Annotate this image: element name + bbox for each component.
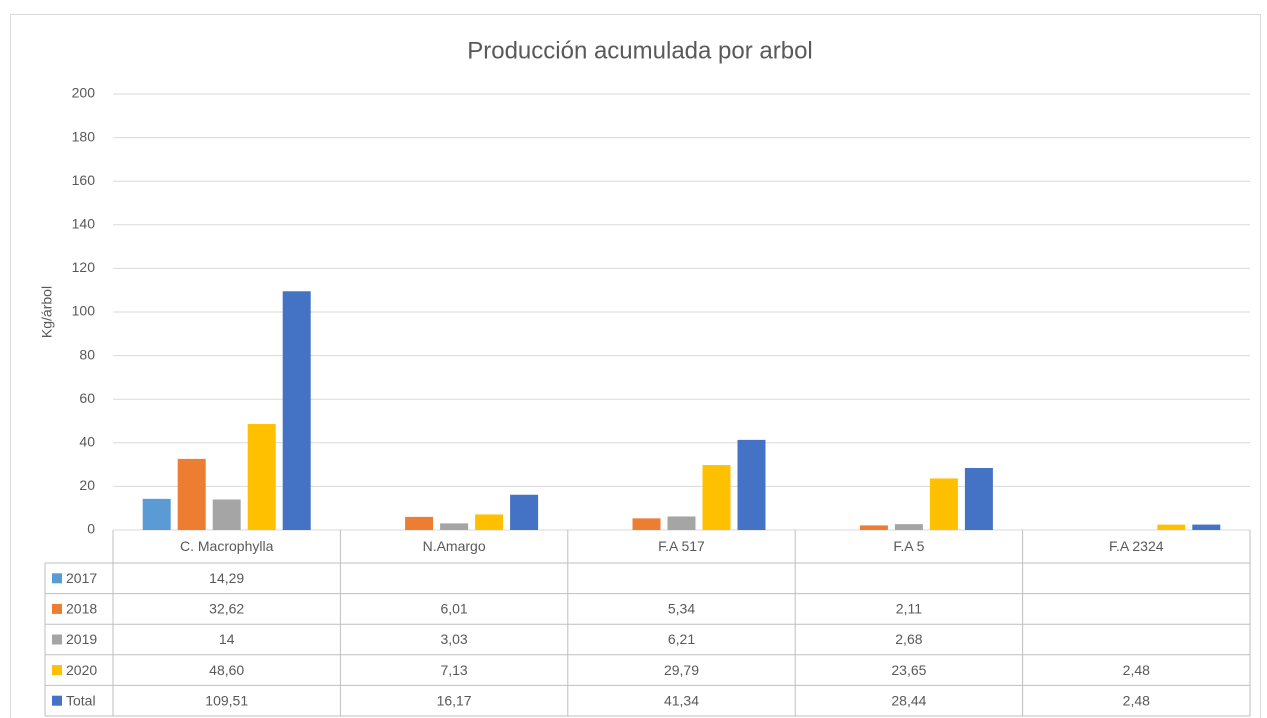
y-tick-label: 80: [79, 346, 95, 362]
legend-label: Total: [66, 692, 96, 708]
table-cell: 6,21: [668, 631, 695, 647]
table-cell: 23,65: [891, 662, 926, 678]
bar: [282, 291, 311, 530]
table-cell: 3,03: [440, 631, 467, 647]
table-cell: 5,34: [668, 601, 695, 617]
bar: [1157, 524, 1186, 530]
bar: [142, 498, 171, 530]
bar: [405, 516, 434, 530]
bar: [667, 516, 696, 530]
table-cell: 2,68: [895, 631, 922, 647]
table-cell: 2,48: [1123, 692, 1150, 708]
bar: [510, 494, 539, 530]
table-cell: 14,29: [209, 570, 244, 586]
bar: [859, 525, 888, 530]
table-cell: 16,17: [437, 692, 472, 708]
chart-title: Producción acumulada por arbol: [467, 37, 813, 64]
y-tick-label: 60: [79, 390, 95, 406]
legend-label: 2017: [66, 570, 97, 586]
bar: [737, 439, 766, 530]
bar: [177, 458, 206, 530]
bar: [929, 478, 958, 530]
y-tick-label: 40: [79, 434, 95, 450]
x-tick-label: N.Amargo: [423, 538, 486, 554]
bar: [964, 468, 993, 530]
legend-swatch: [52, 665, 62, 676]
table-cell: 7,13: [440, 662, 467, 678]
bar: [475, 514, 504, 530]
x-tick-label: F.A 2324: [1109, 538, 1164, 554]
table-cell: 48,60: [209, 662, 244, 678]
table-cell: 29,79: [664, 662, 699, 678]
table-cell: 109,51: [205, 692, 248, 708]
bar: [1192, 524, 1221, 530]
bar: [212, 499, 241, 530]
table-cell: 14: [219, 631, 235, 647]
bar: [247, 424, 276, 530]
x-tick-label: F.A 5: [893, 538, 924, 554]
chart-frame: [10, 14, 1261, 718]
legend-label: 2018: [66, 601, 97, 617]
x-tick-label: C. Macrophylla: [180, 538, 274, 554]
bar: [702, 465, 731, 530]
y-tick-label: 140: [72, 216, 96, 232]
legend-label: 2020: [66, 662, 97, 678]
legend-swatch: [52, 573, 62, 584]
bar: [894, 524, 923, 530]
bar: [440, 523, 469, 530]
table-cell: 2,11: [896, 601, 922, 617]
y-tick-label: 120: [72, 259, 96, 275]
y-tick-label: 100: [72, 303, 96, 319]
y-tick-label: 180: [72, 128, 96, 144]
legend-swatch: [52, 603, 62, 614]
bar: [632, 518, 661, 530]
y-tick-label: 20: [79, 477, 95, 493]
table-cell: 2,48: [1123, 662, 1150, 678]
table-cell: 32,62: [209, 601, 244, 617]
y-tick-label: 200: [72, 85, 96, 101]
y-axis-label: Kg/árbol: [39, 286, 55, 338]
table-cell: 41,34: [664, 692, 699, 708]
legend-swatch: [52, 634, 62, 645]
legend-label: 2019: [66, 631, 97, 647]
x-tick-label: F.A 517: [658, 538, 705, 554]
legend-swatch: [52, 695, 62, 706]
y-tick-label: 160: [72, 172, 96, 188]
y-tick-label: 0: [87, 521, 95, 537]
table-cell: 6,01: [440, 601, 467, 617]
table-cell: 28,44: [891, 692, 926, 708]
